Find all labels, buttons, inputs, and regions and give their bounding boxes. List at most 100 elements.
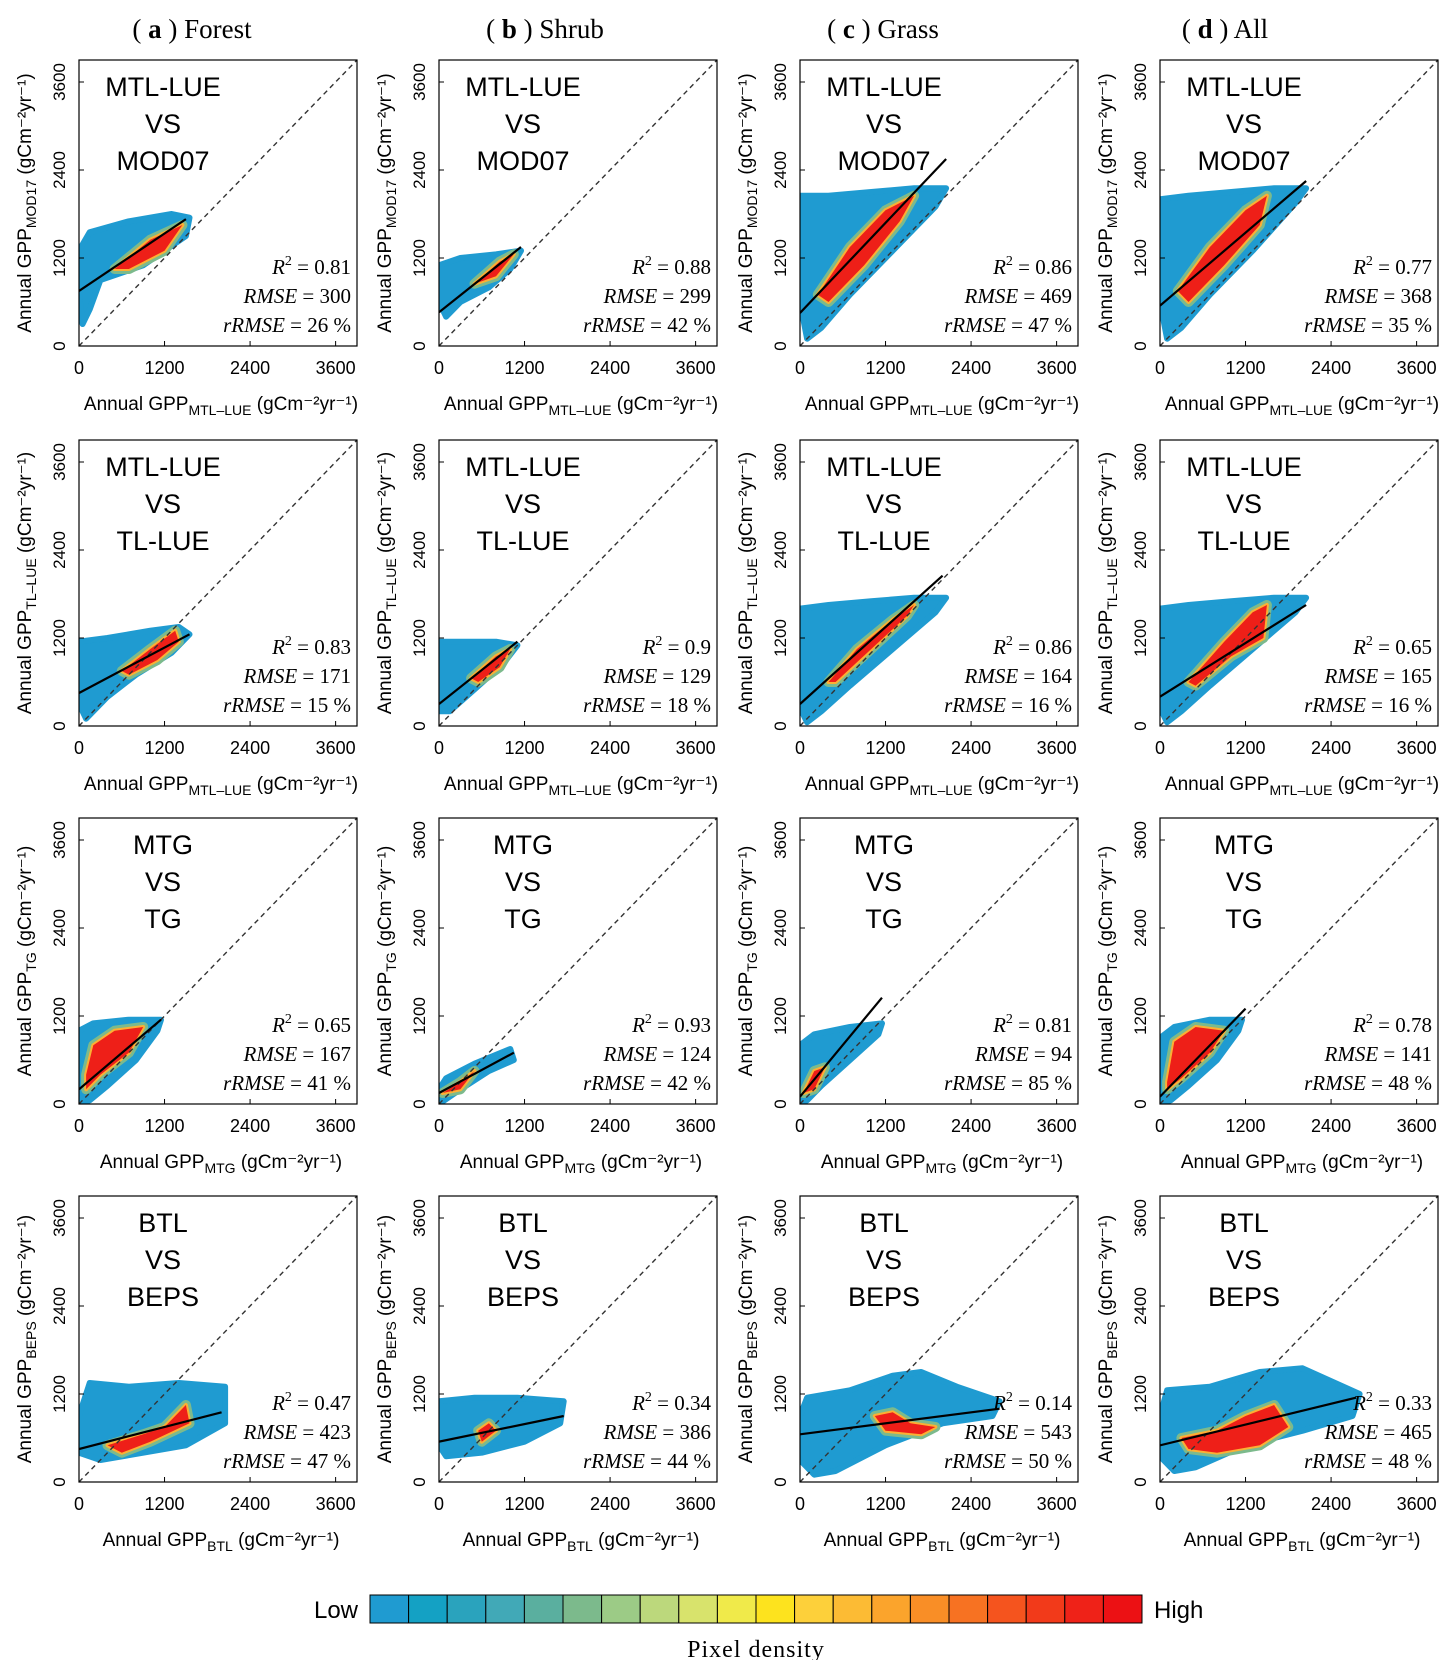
x-label-sub: MTG — [564, 1160, 595, 1176]
x-label-sub: MTL–LUE — [188, 782, 251, 798]
y-tick-label: 0 — [50, 721, 69, 730]
stat-rmse: RMSE = 141 — [1324, 1042, 1433, 1066]
panel-title-line: VS — [1226, 867, 1262, 897]
stat-rmse: RMSE = 543 — [964, 1420, 1073, 1444]
panel-title-line: MTG — [1214, 830, 1274, 860]
y-label-sub: BEPS — [1104, 1321, 1120, 1358]
panel-title-line: TG — [504, 904, 542, 934]
one-to-one-line — [79, 440, 357, 726]
stat-rmse-value: = 465 — [1378, 1420, 1432, 1444]
panel-title-line: BEPS — [487, 1282, 559, 1312]
stat-r2-value: = 0.81 — [292, 255, 351, 279]
x-tick-label: 1200 — [145, 1494, 185, 1514]
x-label-unit: (gCm⁻²yr⁻¹) — [1333, 774, 1440, 795]
x-label-main: Annual GPP — [821, 1152, 926, 1173]
stat-rrmse-symbol: rRMSE — [583, 1449, 645, 1473]
x-label-sub: MTL–LUE — [1269, 782, 1332, 798]
y-label-sub: TL–LUE — [383, 558, 399, 609]
stat-r2-symbol: R — [631, 1013, 645, 1037]
x-tick-label: 1200 — [505, 1116, 545, 1136]
panel-frame — [1159, 817, 1439, 1105]
fit-line — [1160, 604, 1307, 698]
stat-rrmse: rRMSE = 44 % — [583, 1449, 711, 1473]
x-tick-label: 0 — [795, 1116, 805, 1136]
y-label-main: Annual GPP — [736, 1359, 757, 1464]
y-label-sub: TL–LUE — [1104, 558, 1120, 609]
panel-2-2: 0 1200 2400 3600 0 1200 2400 3600 MTG VS TG R2 = 0.… — [736, 817, 1079, 1176]
stat-rrmse: rRMSE = 42 % — [583, 1071, 711, 1095]
y-axis-label: Annual GPPTL–LUE (gCm⁻²yr⁻¹) — [1096, 452, 1120, 715]
y-axis-label: Annual GPPTG (gCm⁻²yr⁻¹) — [736, 846, 760, 1077]
stat-r2: R2 = 0.86 — [992, 254, 1072, 279]
panel-title-line: MOD07 — [116, 146, 209, 176]
y-tick-label: 3600 — [410, 821, 429, 859]
x-tick-label: 1200 — [1226, 1494, 1266, 1514]
header-open-paren: ( — [486, 14, 502, 44]
fit-line — [79, 218, 187, 292]
header-close-paren: ) — [1213, 14, 1234, 44]
x-label-unit: (gCm⁻²yr⁻¹) — [954, 1530, 1061, 1551]
stat-r2-symbol: R — [631, 255, 645, 279]
stat-rmse-value: = 171 — [297, 664, 351, 688]
stat-r2-value: = 0.33 — [1373, 1391, 1432, 1415]
panel-title-line: VS — [1226, 489, 1262, 519]
y-tick-label: 3600 — [410, 63, 429, 101]
x-tick-label: 1200 — [145, 738, 185, 758]
header-letter: b — [502, 14, 517, 44]
stat-r2: R2 = 0.88 — [631, 254, 711, 279]
colorbar-swatch — [369, 1594, 410, 1624]
x-axis-label: Annual GPPMTG (gCm⁻²yr⁻¹) — [1181, 1152, 1423, 1176]
y-tick-label: 0 — [50, 1477, 69, 1486]
y-tick-label: 0 — [771, 1099, 790, 1108]
x-axis-label: Annual GPPMTG (gCm⁻²yr⁻¹) — [100, 1152, 342, 1176]
stat-r2-symbol: R — [1352, 1013, 1366, 1037]
panel-title-line: MTL-LUE — [1186, 452, 1302, 482]
x-tick-label: 3600 — [676, 358, 716, 378]
y-tick-label: 1200 — [1131, 239, 1150, 277]
y-label-sub: TG — [1104, 952, 1120, 971]
y-label-main: Annual GPP — [736, 228, 757, 333]
x-tick-label: 2400 — [951, 738, 991, 758]
x-tick-label: 0 — [74, 738, 84, 758]
y-label-unit: (gCm⁻²yr⁻¹) — [375, 452, 396, 559]
y-label-main: Annual GPP — [15, 1359, 36, 1464]
stat-rrmse-symbol: rRMSE — [223, 313, 285, 337]
x-label-unit: (gCm⁻²yr⁻¹) — [252, 394, 359, 415]
plot-area — [1160, 60, 1438, 346]
stat-r2-symbol: R — [271, 1013, 285, 1037]
stat-rrmse: rRMSE = 48 % — [1304, 1071, 1432, 1095]
x-tick-label: 3600 — [316, 358, 356, 378]
y-tick-label: 2400 — [50, 1287, 69, 1325]
stat-rmse: RMSE = 469 — [964, 284, 1073, 308]
stat-rrmse-value: = 47 % — [1006, 313, 1072, 337]
plot-area — [439, 818, 717, 1104]
y-label-sub: TL–LUE — [744, 558, 760, 609]
y-tick-label: 2400 — [410, 1287, 429, 1325]
x-tick-label: 2400 — [951, 358, 991, 378]
panel-title-line: TL-LUE — [476, 526, 569, 556]
y-label-sub: TG — [383, 952, 399, 971]
y-tick-label: 1200 — [410, 619, 429, 657]
stat-r2: R2 = 0.9 — [642, 634, 711, 659]
x-label-unit: (gCm⁻²yr⁻¹) — [612, 774, 719, 795]
y-label-unit: (gCm⁻²yr⁻¹) — [1096, 846, 1117, 953]
stat-rmse: RMSE = 167 — [243, 1042, 352, 1066]
column-headers: ( a ) Forest( b ) Shrub( c ) Grass( d ) … — [132, 14, 1268, 44]
x-tick-label: 2400 — [951, 1494, 991, 1514]
stat-rmse: RMSE = 465 — [1324, 1420, 1433, 1444]
panel-title-line: BTL — [498, 1208, 548, 1238]
panel-0-1: 0 1200 2400 3600 0 1200 2400 3600 MTL-LUE VS MOD07… — [375, 59, 718, 418]
y-tick-label: 2400 — [771, 531, 790, 569]
column-header: ( d ) All — [1182, 14, 1268, 44]
fit-line — [439, 640, 519, 705]
stat-rrmse-symbol: rRMSE — [944, 1449, 1006, 1473]
x-tick-label: 1200 — [1226, 358, 1266, 378]
stat-r2-symbol: R — [271, 255, 285, 279]
colorbar-swatch — [794, 1594, 834, 1624]
stat-rmse-symbol: RMSE — [603, 1420, 658, 1444]
colorbar-swatch — [1064, 1594, 1104, 1624]
x-axis-label: Annual GPPMTG (gCm⁻²yr⁻¹) — [460, 1152, 702, 1176]
one-to-one-line — [800, 1196, 1078, 1482]
panel-title-line: MOD07 — [837, 146, 930, 176]
